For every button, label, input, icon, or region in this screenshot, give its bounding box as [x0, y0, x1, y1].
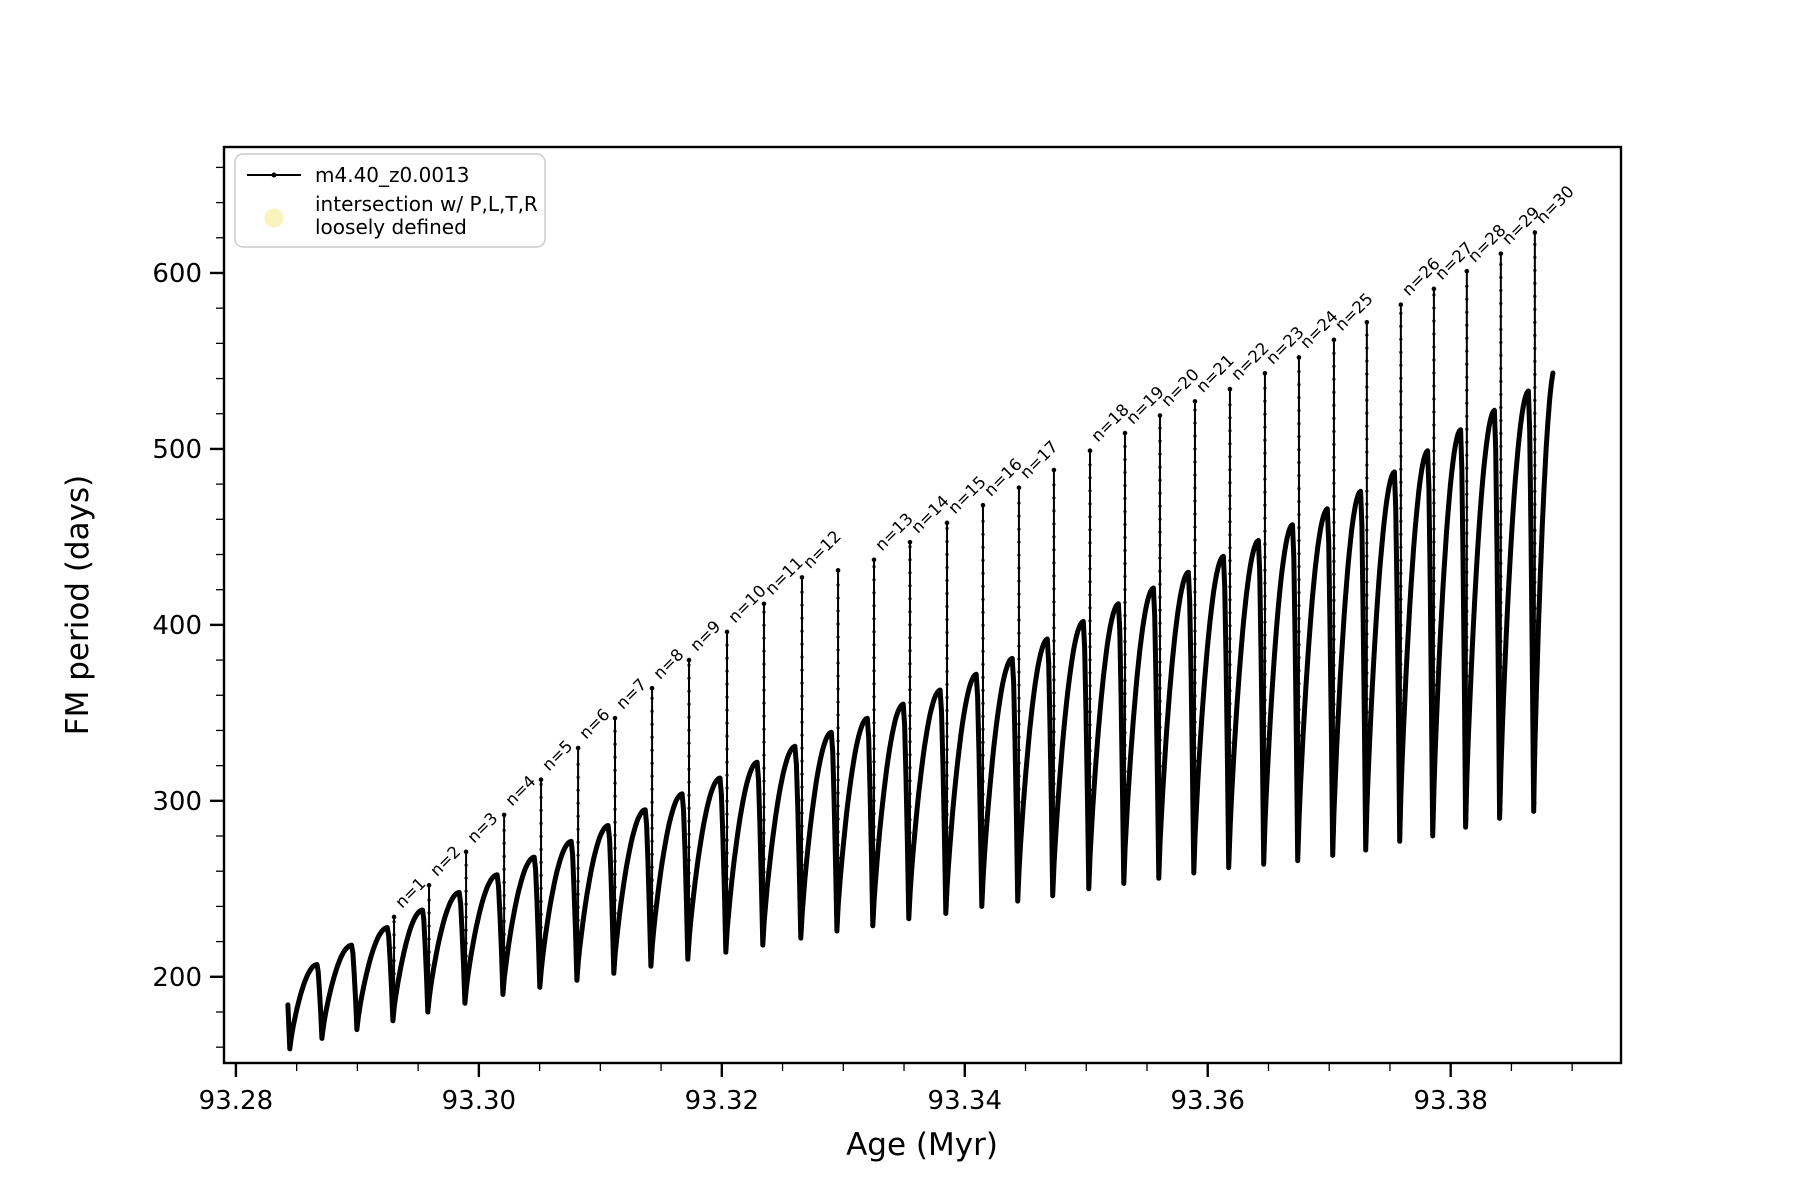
thermal-pulse-spikes — [391, 230, 1538, 1021]
pulse-label-n6: n=6 — [575, 705, 613, 743]
svg-text:200: 200 — [152, 963, 202, 993]
axis-tick-labels: 93.28 93.30 93.32 93.34 93.36 93.38 200 300 400 5… — [152, 259, 1488, 1116]
pulse-label-n4: n=4 — [501, 772, 539, 810]
svg-text:93.32: 93.32 — [685, 1086, 759, 1116]
legend-label-intersection-line2: loosely defined — [315, 215, 467, 239]
pulse-label-n8: n=8 — [649, 645, 687, 683]
pulse-label-n3: n=3 — [463, 809, 501, 847]
pulse-label-n17: n=17 — [1016, 437, 1061, 482]
x-axis-label: Age (Myr) — [846, 1127, 998, 1163]
svg-text:400: 400 — [152, 611, 202, 641]
axis-ticks — [210, 166, 1573, 1077]
legend-label-intersection-line1: intersection w/ P,L,T,R — [315, 192, 538, 216]
pulse-label-n27: n=27 — [1431, 238, 1476, 283]
svg-text:93.34: 93.34 — [928, 1086, 1002, 1116]
legend-box: m4.40_z0.0013 intersection w/ P,L,T,Rloos… — [234, 153, 546, 248]
axes-frame — [222, 145, 1623, 1065]
svg-text:300: 300 — [152, 787, 202, 817]
pulse-label-n1: n=1 — [391, 874, 429, 912]
pulse-label-n28: n=28 — [1464, 221, 1509, 266]
pulse-label-n19: n=19 — [1122, 382, 1167, 427]
pulse-label-n18: n=18 — [1087, 400, 1132, 445]
pulse-label-n30: n=30 — [1532, 182, 1577, 227]
svg-text:93.30: 93.30 — [442, 1086, 516, 1116]
legend-label-track: m4.40_z0.0013 — [315, 163, 470, 187]
pulse-label-n2: n=2 — [426, 842, 464, 880]
pulse-label-n23: n=23 — [1262, 323, 1307, 368]
svg-text:500: 500 — [152, 435, 202, 465]
y-axis-label: FM period (days) — [60, 475, 96, 735]
svg-text:93.28: 93.28 — [199, 1086, 273, 1116]
pulse-label-n9: n=9 — [686, 617, 724, 655]
pulse-label-n25: n=25 — [1331, 289, 1376, 334]
series-line-m440-z00013 — [285, 370, 1556, 1052]
svg-text:93.36: 93.36 — [1171, 1086, 1245, 1116]
svg-text:93.38: 93.38 — [1413, 1086, 1487, 1116]
svg-text:600: 600 — [152, 259, 202, 289]
pulse-label-n12: n=12 — [799, 527, 844, 572]
pulse-label-n7: n=7 — [612, 675, 650, 713]
pulse-label-n5: n=5 — [538, 736, 576, 774]
